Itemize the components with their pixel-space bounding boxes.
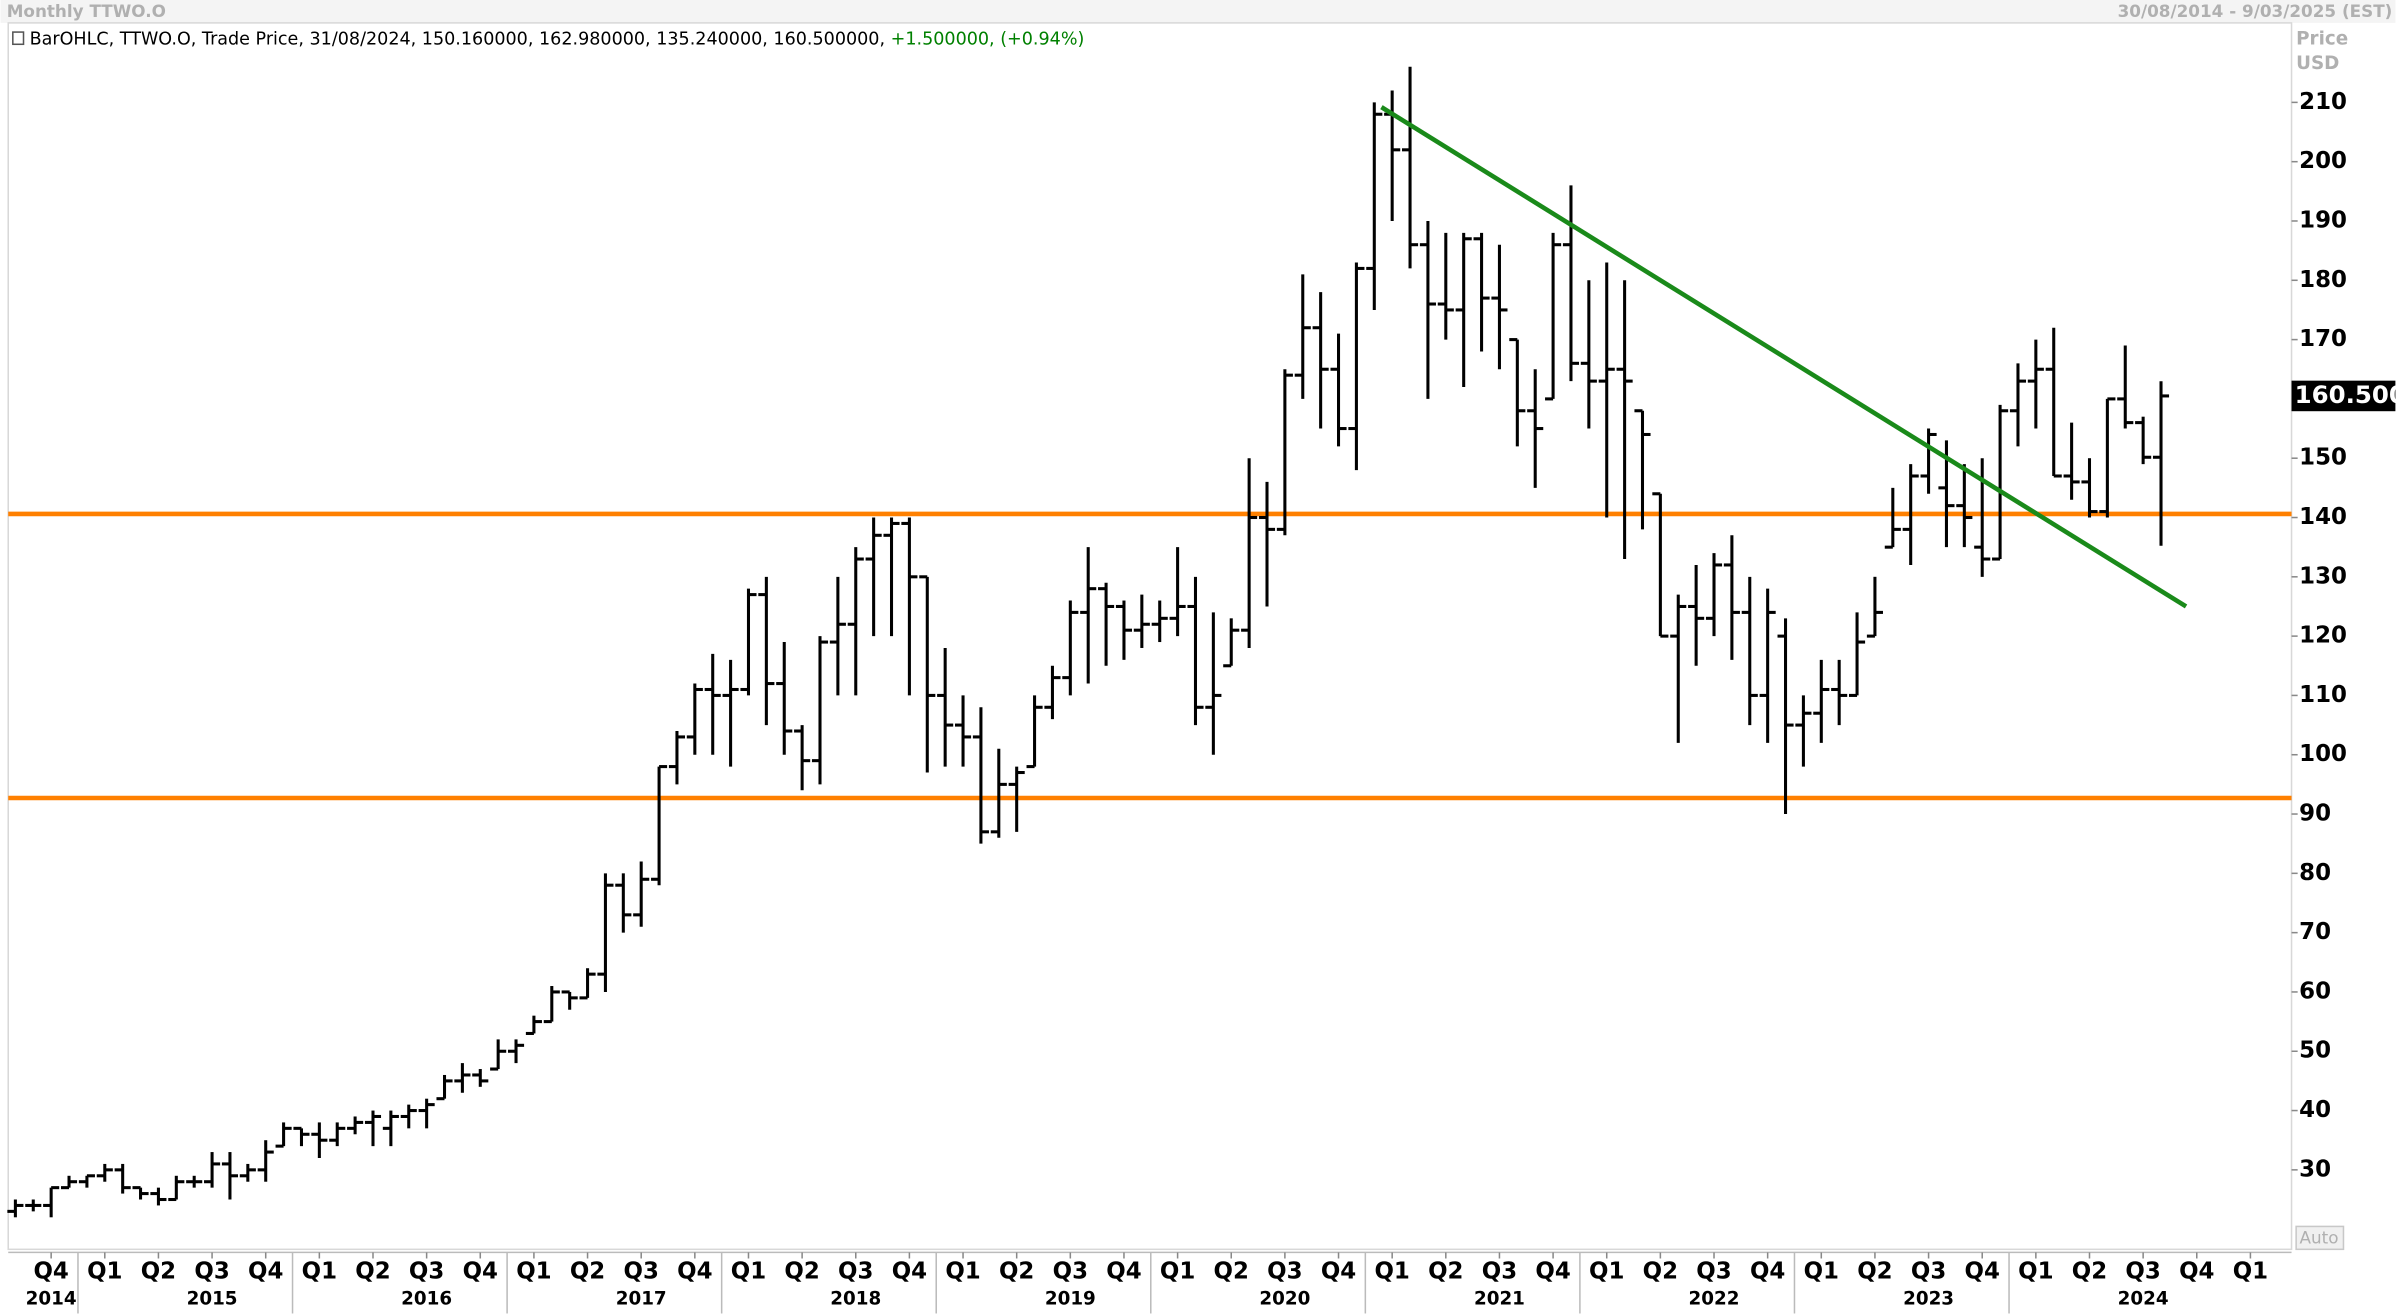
x-tick-label: Q3 (194, 1259, 229, 1285)
x-tick-label: Q4 (677, 1259, 712, 1285)
x-tick-label: Q1 (1374, 1259, 1409, 1285)
plot-frame (7, 22, 2293, 1251)
x-tick-label: Q1 (1804, 1259, 1839, 1285)
legend-change: +1.500000, (+0.94%) (891, 30, 1085, 50)
x-tick-label: Q3 (1053, 1259, 1088, 1285)
currency-label: USD (2296, 53, 2339, 74)
x-tick-label: Q2 (999, 1259, 1034, 1285)
y-tick-label: 210 (2299, 89, 2347, 115)
x-tick-label: Q3 (1482, 1259, 1517, 1285)
x-tick-label: Q4 (1535, 1259, 1570, 1285)
x-tick-label: Q1 (945, 1259, 980, 1285)
year-label: 2015 (187, 1289, 238, 1310)
y-tick-label: 130 (2299, 563, 2347, 589)
x-tick-label: Q4 (33, 1259, 68, 1285)
x-tick-label: Q2 (141, 1259, 176, 1285)
y-tick-label: 50 (2299, 1038, 2331, 1064)
year-label: 2024 (2118, 1289, 2169, 1310)
ohlc-bars (7, 66, 2170, 1218)
legend-text: BarOHLC, TTWO.O, Trade Price, 31/08/2024… (30, 30, 885, 50)
auto-button[interactable] (2295, 1225, 2345, 1251)
last-price-label: 160.500 (2295, 380, 2396, 409)
x-tick-label: Q2 (570, 1259, 605, 1285)
y-tick-label: 190 (2299, 207, 2347, 233)
x-tick-label: Q1 (1589, 1259, 1624, 1285)
header-bar (0, 0, 2396, 23)
y-tick-label: 70 (2299, 919, 2331, 945)
x-tick-label: Q2 (1857, 1259, 1892, 1285)
y-tick-label: 200 (2299, 148, 2347, 174)
x-tick-label: Q1 (87, 1259, 122, 1285)
x-tick-label: Q3 (1696, 1259, 1731, 1285)
legend-icon[interactable] (12, 31, 25, 46)
year-label: 2021 (1474, 1289, 1525, 1310)
date-range: 30/08/2014 - 9/03/2025 (EST) (2118, 1, 2393, 21)
x-tick-label: Q4 (1750, 1259, 1785, 1285)
x-tick-label: Q1 (516, 1259, 551, 1285)
y-tick-label: 120 (2299, 623, 2347, 649)
year-label: 2022 (1689, 1289, 1740, 1310)
year-label: 2019 (1045, 1289, 1096, 1310)
x-tick-label: Q4 (892, 1259, 927, 1285)
price-label: Price (2296, 29, 2348, 50)
x-tick-label: Q4 (463, 1259, 498, 1285)
x-tick-label: Q1 (302, 1259, 337, 1285)
y-tick-label: 170 (2299, 326, 2347, 352)
x-tick-label: Q2 (1214, 1259, 1249, 1285)
year-label: 2018 (830, 1289, 881, 1310)
x-tick-label: Q3 (409, 1259, 444, 1285)
x-tick-label: Q2 (1428, 1259, 1463, 1285)
year-label: 2020 (1259, 1289, 1310, 1310)
x-tick-label: Q3 (1911, 1259, 1946, 1285)
chart-title: Monthly TTWO.O (7, 1, 166, 21)
y-tick-label: 40 (2299, 1097, 2331, 1123)
x-tick-label: Q4 (248, 1259, 283, 1285)
year-label: 2016 (401, 1289, 452, 1310)
x-tick-label: Q1 (1160, 1259, 1195, 1285)
x-tick-label: Q2 (1643, 1259, 1678, 1285)
year-label: 2014 (26, 1289, 77, 1310)
auto-button-label[interactable]: Auto (2300, 1228, 2339, 1248)
x-tick-label: Q4 (2179, 1259, 2214, 1285)
x-tick-label: Q3 (2125, 1259, 2160, 1285)
x-tick-label: Q2 (784, 1259, 819, 1285)
x-tick-label: Q3 (1267, 1259, 1302, 1285)
y-tick-label: 100 (2299, 741, 2347, 767)
x-tick-label: Q1 (731, 1259, 766, 1285)
x-tick-label: Q1 (2233, 1259, 2268, 1285)
y-tick-label: 60 (2299, 978, 2331, 1004)
y-tick-label: 140 (2299, 504, 2347, 530)
x-tick-label: Q1 (2018, 1259, 2053, 1285)
y-tick-label: 180 (2299, 267, 2347, 293)
year-label: 2017 (616, 1289, 667, 1310)
x-tick-label: Q4 (1965, 1259, 2000, 1285)
last-price-box (2291, 380, 2396, 412)
x-tick-label: Q4 (1321, 1259, 1356, 1285)
y-tick-label: 110 (2299, 682, 2347, 708)
x-tick-label: Q3 (624, 1259, 659, 1285)
x-tick-label: Q2 (2072, 1259, 2107, 1285)
x-tick-label: Q3 (838, 1259, 873, 1285)
trendline (1380, 105, 2188, 609)
y-tick-label: 90 (2299, 801, 2331, 827)
x-tick-label: Q2 (355, 1259, 390, 1285)
x-tick-label: Q4 (1106, 1259, 1141, 1285)
y-tick-label: 150 (2299, 445, 2347, 471)
year-label: 2023 (1903, 1289, 1954, 1310)
y-tick-label: 80 (2299, 860, 2331, 886)
legend: BarOHLC, TTWO.O, Trade Price, 31/08/2024… (30, 30, 1085, 50)
y-tick-label: 30 (2299, 1156, 2331, 1182)
